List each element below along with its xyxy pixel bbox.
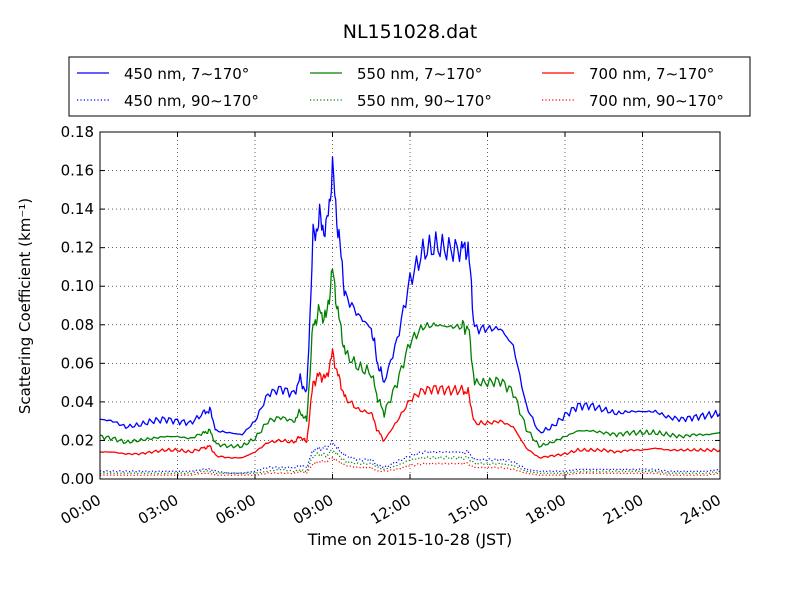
y-tick-label: 0.02: [61, 431, 94, 449]
y-tick-label: 0.08: [61, 316, 94, 334]
x-tick-label: 24:00: [678, 491, 724, 528]
y-tick-label: 0.00: [61, 470, 94, 488]
x-axis: 00:00 03:00 06:00 09:00 12:00 15:00 18:00 21:00…: [58, 132, 724, 528]
series-line: [99, 268, 721, 449]
grid-lines: [100, 132, 720, 479]
y-tick-label: 0.06: [61, 354, 94, 372]
x-axis-label: Time on 2015-10-28 (JST): [307, 530, 512, 549]
series-line: [99, 156, 721, 436]
x-tick-label: 18:00: [523, 491, 569, 528]
x-tick-label: 00:00: [58, 491, 104, 528]
legend-label: 450 nm, 90∼170°: [124, 92, 259, 110]
y-tick-label: 0.04: [61, 393, 94, 411]
series-line: [99, 457, 721, 476]
x-tick-label: 09:00: [290, 491, 336, 528]
y-tick-label: 0.16: [61, 162, 94, 180]
y-axis-label: Scattering Coefficient (km⁻¹): [16, 198, 34, 414]
y-axis: 0.00 0.02 0.04 0.06 0.08 0.10 0.12 0.14 0.16 0.18: [61, 123, 720, 488]
legend-label: 700 nm, 7∼170°: [589, 65, 714, 83]
y-tick-label: 0.14: [61, 200, 94, 218]
y-tick-label: 0.18: [61, 123, 94, 141]
series-line: [99, 348, 721, 459]
x-tick-label: 03:00: [135, 491, 181, 528]
x-tick-label: 12:00: [368, 491, 414, 528]
series-layer: [99, 156, 721, 476]
legend-label: 450 nm, 7∼170°: [124, 65, 249, 83]
x-tick-label: 15:00: [445, 491, 491, 528]
y-tick-label: 0.12: [61, 239, 94, 257]
legend-label: 700 nm, 90∼170°: [589, 92, 724, 110]
legend-label: 550 nm, 7∼170°: [357, 65, 482, 83]
legend-box: [68, 56, 751, 117]
legend-label: 550 nm, 90∼170°: [357, 92, 492, 110]
legend: 450 nm, 7∼170° 550 nm, 7∼170° 700 nm, 7∼17…: [68, 56, 751, 117]
x-tick-label: 06:00: [213, 491, 259, 528]
chart-title: NL151028.dat: [343, 21, 478, 43]
y-tick-label: 0.10: [61, 277, 94, 295]
series-line: [99, 449, 721, 475]
x-tick-label: 21:00: [600, 491, 646, 528]
